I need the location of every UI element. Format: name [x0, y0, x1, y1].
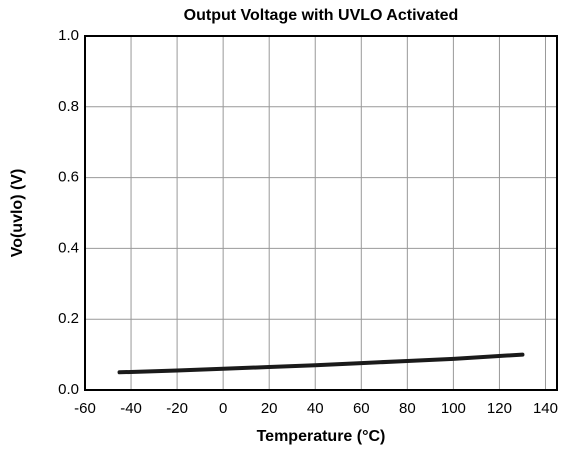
plot-frame [84, 35, 558, 391]
y-tick-label: 0.0 [58, 381, 79, 398]
x-tick-label: 120 [487, 400, 512, 417]
x-tick-label: 40 [307, 400, 324, 417]
x-tick-label: 60 [353, 400, 370, 417]
x-tick-label: 100 [441, 400, 466, 417]
x-tick-label: 80 [399, 400, 416, 417]
y-axis-label: Vo(uvlo) (V) [9, 169, 26, 258]
x-tick-label: -60 [74, 400, 96, 417]
chart-title: Output Voltage with UVLO Activated [184, 7, 459, 24]
x-tick-label: -40 [120, 400, 142, 417]
y-tick-label: 0.2 [58, 310, 79, 327]
x-tick-label: 0 [219, 400, 227, 417]
y-tick-label: 0.4 [58, 239, 79, 256]
y-tick-label: 0.6 [58, 169, 79, 186]
x-axis-label: Temperature (°C) [257, 428, 386, 445]
x-tick-label: 140 [533, 400, 558, 417]
y-tick-label: 0.8 [58, 98, 79, 115]
data-line [117, 352, 525, 375]
x-tick-label: 20 [261, 400, 278, 417]
x-tick-label: -20 [166, 400, 188, 417]
y-tick-label: 1.0 [58, 27, 79, 44]
